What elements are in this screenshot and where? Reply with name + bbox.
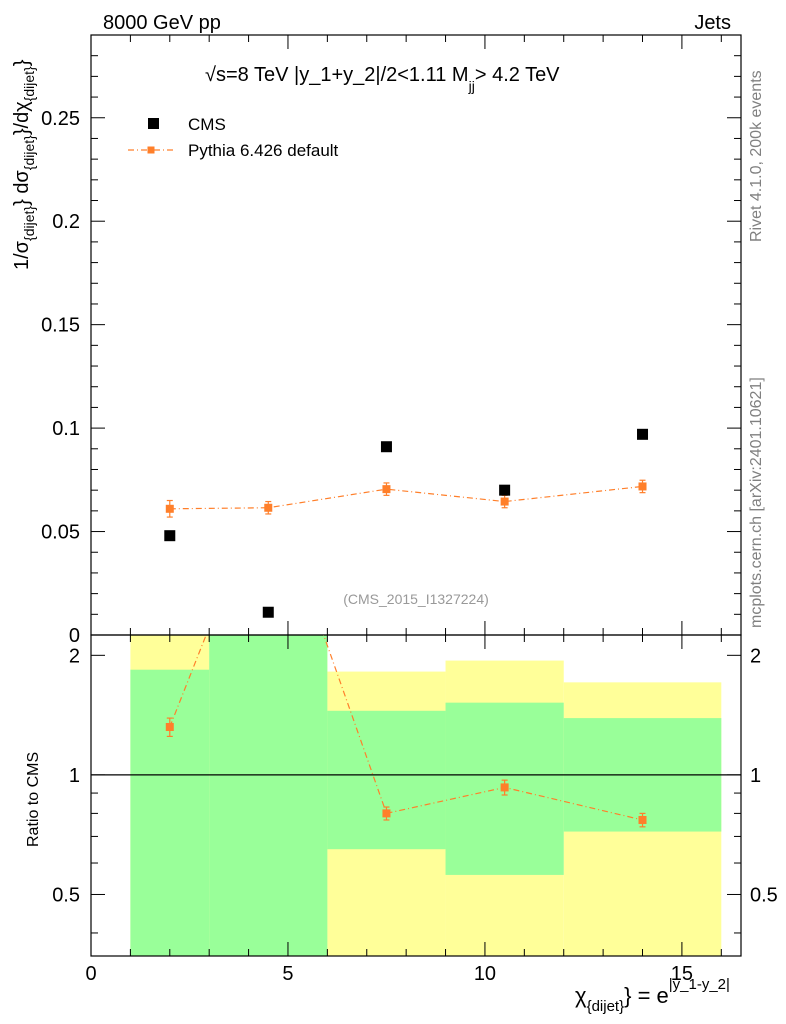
plot-title: √s=8 TeV |y_1+y_2|/2<1.11 Mjj> 4.2 TeV	[205, 64, 560, 94]
header-right-label: Jets	[694, 12, 731, 34]
pythia-series-main	[165, 479, 647, 518]
y-tick-label-ratio-left: 1	[69, 765, 80, 787]
plot-title-sqrt: √	[205, 64, 216, 86]
pythia-point-main	[165, 504, 174, 513]
ratio-band-inner-1	[209, 635, 328, 956]
cms-point	[380, 441, 392, 453]
legend-pythia-label: Pythia 6.426 default	[188, 141, 339, 160]
x-axis-title: χ{dijet}} = e|y_1-y_2|	[575, 976, 730, 1015]
axis-tick-labels: 0 5 10 15 0 0.05 0.1 0.15 0.2 0.25 0.5 0.5 1 1 2 2	[41, 108, 778, 985]
y-tick-label-ratio-left: 2	[69, 645, 80, 667]
mcplots-side-label: mcplots.cern.ch [arXiv:2401.10621]	[748, 377, 765, 628]
x-tick-label: 5	[282, 963, 293, 985]
ratio-band-inner-group	[130, 635, 722, 956]
ratio-band-inner-0	[130, 669, 210, 956]
pythia-point-main	[382, 485, 391, 494]
ratio-y-axis-title: Ratio to CMS	[25, 752, 42, 847]
x-tick-label: 10	[474, 963, 496, 985]
pythia-point-main	[500, 497, 509, 506]
legend-cms-label: CMS	[188, 115, 226, 134]
y-tick-label-main: 0.2	[52, 211, 80, 233]
axis-ticks	[90, 35, 741, 956]
plot-title-main: s=8 TeV |y_1+y_2|/2<1.11 M	[216, 64, 469, 86]
plot-title-sub: jj	[468, 78, 475, 94]
y-tick-label-main: 0.15	[41, 315, 80, 337]
y-tick-label-main: 0	[69, 625, 80, 647]
y-tick-label-ratio-right: 0.5	[750, 884, 778, 906]
y-tick-label-ratio-right: 2	[750, 645, 761, 667]
analysis-watermark: (CMS_2015_I1327224)	[343, 591, 489, 607]
legend-cms-marker	[148, 118, 159, 129]
y-tick-label-main: 0.05	[41, 522, 80, 544]
cms-series-main	[164, 428, 649, 618]
pythia-point-ratio	[165, 722, 174, 731]
cms-point	[262, 606, 274, 618]
cms-point	[499, 484, 511, 496]
y-tick-label-main: 0.25	[41, 108, 80, 130]
main-y-axis-title: 1/σ{dijet}} dσ{dijet}}/dχ{dijet}}	[11, 59, 37, 270]
plot-title-tail: > 4.2 TeV	[475, 64, 560, 86]
legend-pythia-marker	[147, 146, 155, 154]
y-tick-label-ratio-right: 1	[750, 765, 761, 787]
x-tick-label: 15	[671, 963, 693, 985]
y-tick-label-ratio-left: 0.5	[52, 884, 80, 906]
cms-point	[637, 428, 649, 440]
x-tick-label: 0	[85, 963, 96, 985]
ratio-band-inner-2	[327, 710, 446, 850]
pythia-point-ratio	[382, 809, 391, 818]
rivet-side-label: Rivet 4.1.0, 200k events	[748, 70, 765, 242]
cms-point	[164, 530, 176, 542]
pythia-point-ratio	[264, 474, 272, 482]
pythia-point-ratio	[500, 783, 509, 792]
y-tick-label-main: 0.1	[52, 418, 80, 440]
pythia-point-main	[264, 503, 273, 512]
pythia-point-ratio	[638, 815, 647, 824]
pythia-series-ratio	[165, 474, 647, 828]
header-left-label: 8000 GeV pp	[103, 12, 221, 34]
pythia-line-main	[169, 485, 643, 510]
pythia-point-main	[638, 482, 647, 491]
ratio-plot-frame	[90, 634, 742, 957]
